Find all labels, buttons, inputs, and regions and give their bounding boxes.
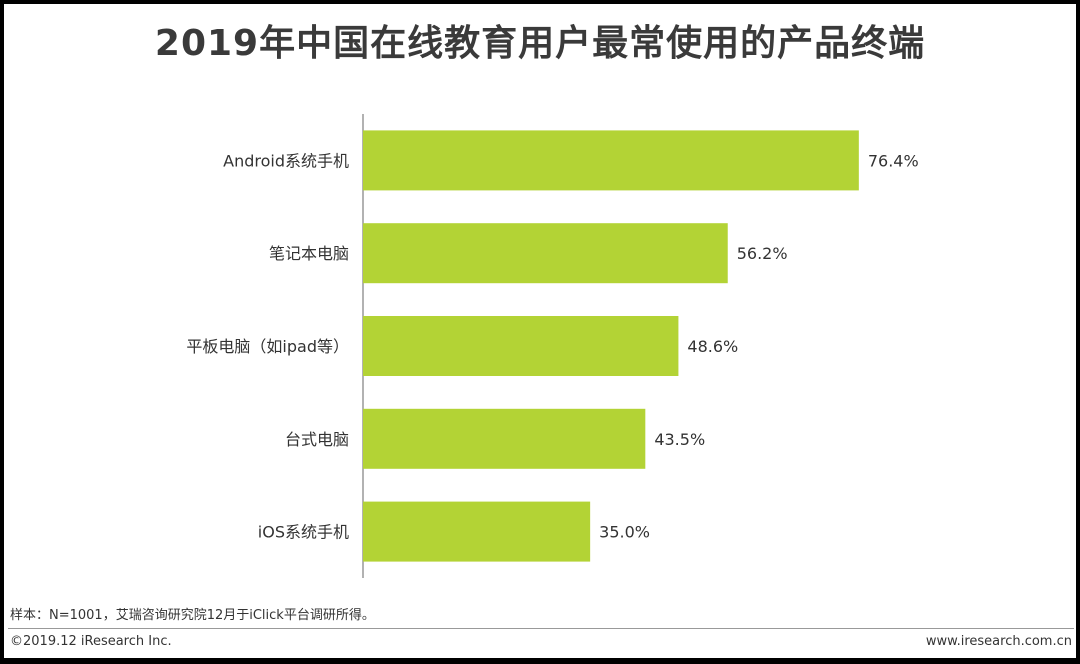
bar-4 [363,501,591,562]
category-label-4: iOS系统手机 [258,523,349,542]
value-label-1: 56.2% [737,244,788,263]
bar-2 [363,316,679,376]
category-label-2: 平板电脑（如ipad等） [186,337,349,356]
copyright-text: ©2019.12 iResearch Inc. [10,634,172,649]
website-link[interactable]: www.iresearch.com.cn [925,634,1072,649]
bar-0 [363,130,859,191]
bar-chart: Android系统手机 76.4% 笔记本电脑 56.2% 平板电脑（如ipad等） 48… [186,114,919,578]
value-label-3: 43.5% [654,430,705,449]
footer-divider [8,628,1074,629]
bar-3 [363,408,646,469]
value-label-0: 76.4% [868,151,919,170]
category-label-3: 台式电脑 [285,430,349,449]
category-label-1: 笔记本电脑 [269,244,349,263]
report-page: 2019年中国在线教育用户最常使用的产品终端 Android系统手机 76.4% 笔… [4,4,1076,658]
value-label-4: 35.0% [599,523,650,542]
bar-1 [363,223,728,284]
category-label-0: Android系统手机 [223,151,349,170]
chart-title: 2019年中国在线教育用户最常使用的产品终端 [154,23,926,64]
footnote: 样本：N=1001，艾瑞咨询研究院12月于iClick平台调研所得。 [10,608,375,623]
value-label-2: 48.6% [687,337,738,356]
